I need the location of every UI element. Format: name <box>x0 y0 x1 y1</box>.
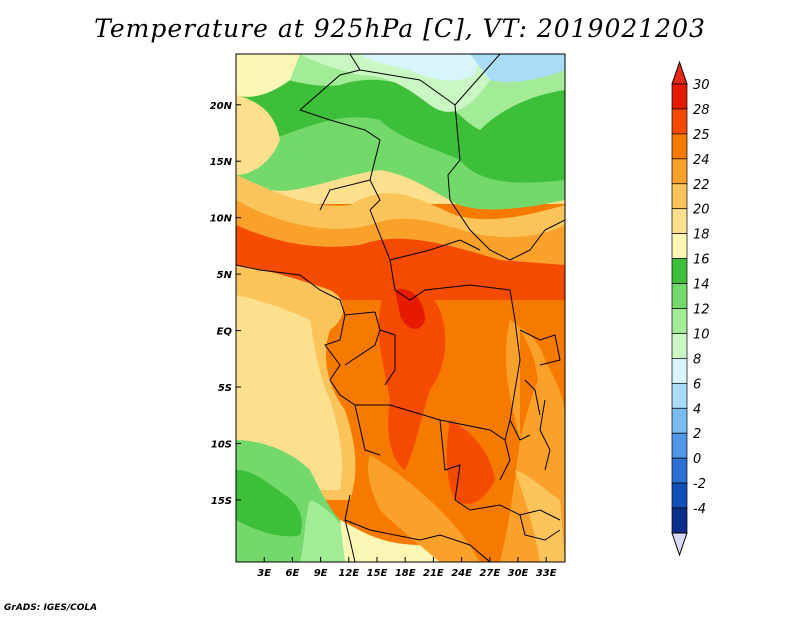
colorbar-label: 4 <box>693 402 701 417</box>
colorbar-swatch <box>672 358 687 383</box>
colorbar-label: 18 <box>693 228 710 243</box>
colorbar-bottom-arrow <box>672 533 687 555</box>
colorbar-swatch <box>672 333 687 358</box>
colorbar-label: -4 <box>693 502 706 517</box>
colorbar-label: -2 <box>693 477 706 492</box>
colorbar-swatch <box>672 483 687 508</box>
colorbar-swatch <box>672 84 687 109</box>
colorbar-label: 24 <box>693 153 710 168</box>
colorbar-label: 0 <box>693 452 701 467</box>
colorbar: 302825242220181614121086420-2-4 <box>0 0 800 618</box>
colorbar-label: 28 <box>693 103 710 118</box>
colorbar-swatch <box>672 134 687 159</box>
colorbar-swatch <box>672 383 687 408</box>
colorbar-swatch <box>672 259 687 284</box>
colorbar-label: 30 <box>693 78 710 93</box>
colorbar-swatch <box>672 234 687 259</box>
colorbar-label: 25 <box>693 128 710 143</box>
colorbar-label: 2 <box>693 427 701 442</box>
colorbar-swatch <box>672 408 687 433</box>
colorbar-swatch <box>672 309 687 334</box>
colorbar-swatch <box>672 284 687 309</box>
colorbar-swatch <box>672 159 687 184</box>
colorbar-label: 22 <box>693 178 710 193</box>
grads-credit: GrADS: IGES/COLA <box>4 603 97 613</box>
colorbar-swatch <box>672 458 687 483</box>
colorbar-swatch <box>672 508 687 533</box>
colorbar-top-arrow <box>672 62 687 84</box>
colorbar-label: 6 <box>693 377 701 392</box>
colorbar-swatch <box>672 433 687 458</box>
colorbar-label: 20 <box>693 203 710 218</box>
colorbar-label: 16 <box>693 253 710 268</box>
colorbar-label: 14 <box>693 278 710 293</box>
colorbar-swatch <box>672 209 687 234</box>
colorbar-label: 8 <box>693 352 701 367</box>
colorbar-label: 10 <box>693 327 710 342</box>
colorbar-swatch <box>672 184 687 209</box>
colorbar-label: 12 <box>693 303 710 318</box>
colorbar-swatch <box>672 109 687 134</box>
